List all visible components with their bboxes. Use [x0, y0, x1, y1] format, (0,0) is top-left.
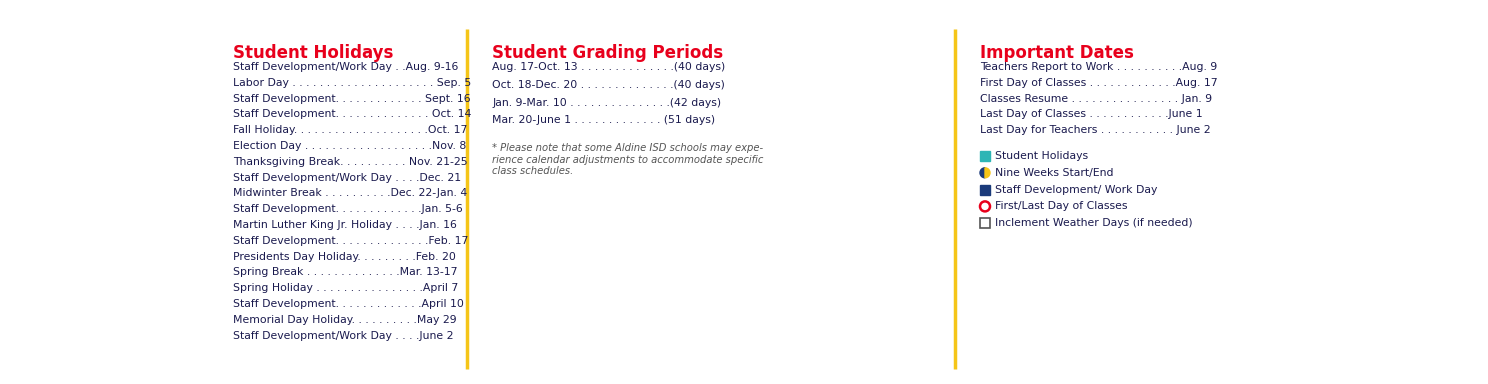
Text: First Day of Classes . . . . . . . . . . . . .Aug. 17: First Day of Classes . . . . . . . . . .…	[981, 78, 1217, 88]
Text: Staff Development/Work Day . . . .June 2: Staff Development/Work Day . . . .June 2	[234, 331, 454, 341]
Text: First/Last Day of Classes: First/Last Day of Classes	[995, 201, 1128, 212]
Text: Midwinter Break . . . . . . . . . .Dec. 22-Jan. 4: Midwinter Break . . . . . . . . . .Dec. …	[234, 189, 467, 199]
Text: Oct. 18-Dec. 20 . . . . . . . . . . . . . .(40 days): Oct. 18-Dec. 20 . . . . . . . . . . . . …	[493, 80, 725, 90]
Text: Presidents Day Holiday. . . . . . . . .Feb. 20: Presidents Day Holiday. . . . . . . . .F…	[234, 252, 455, 262]
Text: Thanksgiving Break. . . . . . . . . . Nov. 21-25: Thanksgiving Break. . . . . . . . . . No…	[234, 157, 467, 167]
Text: Staff Development/ Work Day: Staff Development/ Work Day	[995, 185, 1158, 195]
Text: Nine Weeks Start/End: Nine Weeks Start/End	[995, 168, 1113, 178]
Text: Last Day of Classes . . . . . . . . . . . .June 1: Last Day of Classes . . . . . . . . . . …	[981, 109, 1202, 119]
Text: Last Day for Teachers . . . . . . . . . . . June 2: Last Day for Teachers . . . . . . . . . …	[981, 125, 1211, 135]
Wedge shape	[985, 168, 990, 178]
Text: Labor Day . . . . . . . . . . . . . . . . . . . . . Sep. 5: Labor Day . . . . . . . . . . . . . . . …	[234, 78, 472, 88]
Text: Jan. 9-Mar. 10 . . . . . . . . . . . . . . .(42 days): Jan. 9-Mar. 10 . . . . . . . . . . . . .…	[493, 98, 722, 108]
Text: Aug. 17-Oct. 13 . . . . . . . . . . . . . .(40 days): Aug. 17-Oct. 13 . . . . . . . . . . . . …	[493, 62, 725, 72]
Text: Martin Luther King Jr. Holiday . . . .Jan. 16: Martin Luther King Jr. Holiday . . . .Ja…	[234, 220, 457, 230]
Bar	[981, 218, 990, 228]
Text: Student Holidays: Student Holidays	[995, 151, 1088, 161]
Text: Election Day . . . . . . . . . . . . . . . . . . .Nov. 8: Election Day . . . . . . . . . . . . . .…	[234, 141, 466, 151]
Text: Staff Development/Work Day . .Aug. 9-16: Staff Development/Work Day . .Aug. 9-16	[234, 62, 458, 72]
Text: Student Holidays: Student Holidays	[234, 44, 393, 62]
Text: Spring Holiday . . . . . . . . . . . . . . . .April 7: Spring Holiday . . . . . . . . . . . . .…	[234, 283, 458, 293]
Text: Fall Holiday. . . . . . . . . . . . . . . . . . . .Oct. 17: Fall Holiday. . . . . . . . . . . . . . …	[234, 125, 467, 135]
Text: Classes Resume . . . . . . . . . . . . . . . . Jan. 9: Classes Resume . . . . . . . . . . . . .…	[981, 94, 1213, 104]
Text: * Please note that some Aldine ISD schools may expe-
rience calendar adjustments: * Please note that some Aldine ISD schoo…	[493, 143, 763, 176]
Text: Staff Development. . . . . . . . . . . . .Jan. 5-6: Staff Development. . . . . . . . . . . .…	[234, 204, 463, 214]
Text: Inclement Weather Days (if needed): Inclement Weather Days (if needed)	[995, 218, 1192, 228]
Text: Staff Development. . . . . . . . . . . . . . Oct. 14: Staff Development. . . . . . . . . . . .…	[234, 109, 472, 119]
Text: Staff Development/Work Day . . . .Dec. 21: Staff Development/Work Day . . . .Dec. 2…	[234, 172, 461, 183]
Bar	[981, 185, 990, 195]
Text: Teachers Report to Work . . . . . . . . . .Aug. 9: Teachers Report to Work . . . . . . . . …	[981, 62, 1217, 72]
Text: Mar. 20-June 1 . . . . . . . . . . . . . (51 days): Mar. 20-June 1 . . . . . . . . . . . . .…	[493, 116, 716, 126]
Wedge shape	[981, 168, 985, 178]
Bar	[981, 151, 990, 161]
Text: Spring Break . . . . . . . . . . . . . .Mar. 13-17: Spring Break . . . . . . . . . . . . . .…	[234, 267, 457, 277]
Text: Staff Development. . . . . . . . . . . . . .Feb. 17: Staff Development. . . . . . . . . . . .…	[234, 236, 469, 246]
Text: Student Grading Periods: Student Grading Periods	[493, 44, 723, 62]
Text: Important Dates: Important Dates	[981, 44, 1134, 62]
Text: Memorial Day Holiday. . . . . . . . . .May 29: Memorial Day Holiday. . . . . . . . . .M…	[234, 315, 457, 325]
Text: Staff Development. . . . . . . . . . . . . Sept. 16: Staff Development. . . . . . . . . . . .…	[234, 94, 470, 104]
Text: Staff Development. . . . . . . . . . . . .April 10: Staff Development. . . . . . . . . . . .…	[234, 299, 464, 309]
